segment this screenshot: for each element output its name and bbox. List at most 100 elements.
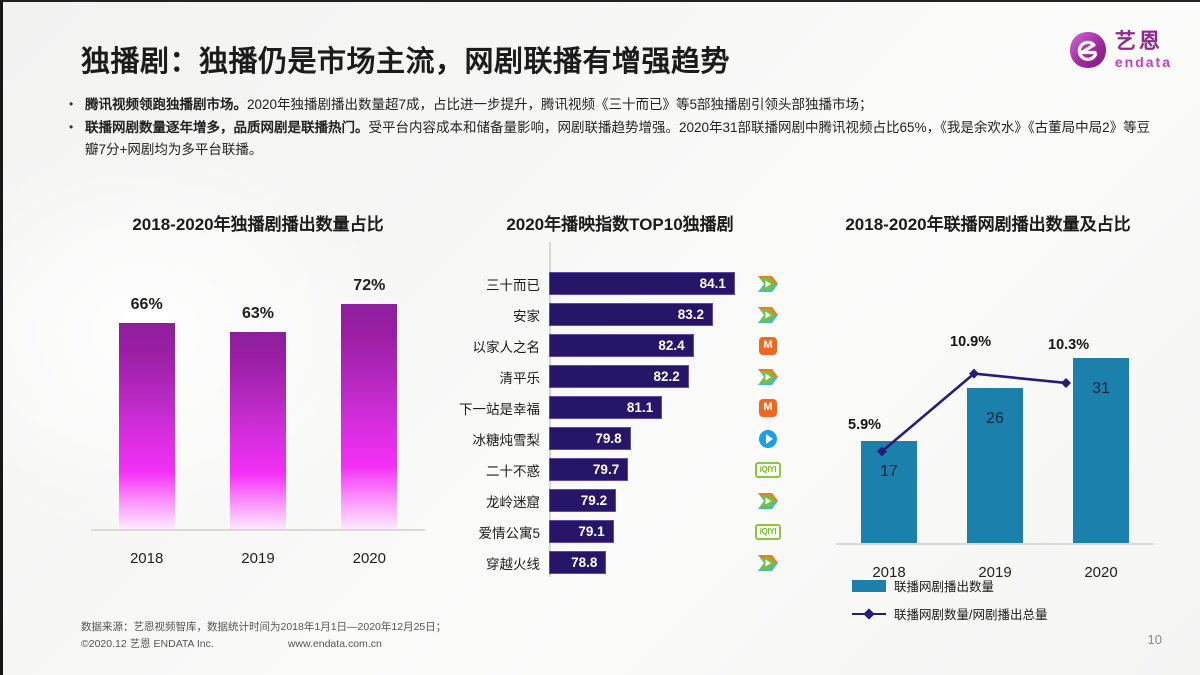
- bar-shape: [861, 441, 917, 543]
- ranking-bar-wrap: 81.1: [549, 393, 751, 423]
- platform-icon-cell[interactable]: M: [751, 398, 785, 417]
- platform-icon-cell[interactable]: [751, 429, 785, 448]
- bullet-body: 受平台内容成本和储备量影响，网剧联播趋势增强。2020年31部联播网剧中腾讯视频…: [85, 119, 1151, 157]
- chart1-title: 2018-2020年独播剧播出数量占比: [132, 215, 384, 234]
- ranking-bar-wrap: 79.1: [549, 517, 751, 547]
- chart3-title: 2018-2020年联播网剧播出数量及占比: [845, 215, 1131, 234]
- endata-logo-icon: [1068, 30, 1108, 70]
- chart2-title: 2020年播映指数TOP10独播剧: [506, 215, 734, 234]
- page-number: 10: [1147, 632, 1162, 647]
- chart-top10-exclusive: 2020年播映指数TOP10独播剧 三十而已 84.1 安家 83.2 以家人之名 82.…: [455, 214, 785, 614]
- platform-icon-cell[interactable]: [751, 554, 785, 572]
- chart3-plot: 17 26 31 5.9% 10.9% 10.3% 2018 2019 2020: [808, 289, 1168, 589]
- ranking-row[interactable]: 二十不惑 79.7 iQIYI: [455, 455, 785, 485]
- category-label: 2018: [129, 549, 164, 567]
- ranking-row[interactable]: 下一站是幸福 81.1 M: [455, 393, 785, 423]
- category-label: 2020: [352, 549, 386, 567]
- iqiyi-icon: iQIYI: [755, 523, 781, 540]
- bar-column[interactable]: 26: [967, 387, 1023, 543]
- footer-website[interactable]: www.endata.com.cn: [287, 638, 382, 651]
- category-label: 2019: [241, 549, 275, 567]
- ranking-bar-wrap: 79.8: [549, 424, 751, 454]
- ranking-title-label: 穿越火线: [486, 556, 540, 572]
- line-point-label: 10.9%: [950, 333, 992, 350]
- bullet-lead: 联播网剧数量逐年增多，品质网剧是联播热门。: [85, 119, 369, 135]
- bar-column[interactable]: 66%: [118, 296, 175, 529]
- bar-value-label: 17: [880, 463, 898, 481]
- brand-logo: 艺恩 endata: [1068, 30, 1172, 70]
- ranking-bar-wrap: 82.4: [549, 331, 751, 361]
- iqiyi-icon: iQIYI: [755, 461, 781, 478]
- mango-tv-icon: M: [759, 398, 777, 417]
- platform-icon-cell[interactable]: M: [751, 336, 785, 355]
- logo-cn-text: 艺恩: [1114, 30, 1163, 53]
- mango-tv-icon: M: [759, 336, 777, 355]
- ranking-bar: 81.1: [549, 396, 663, 420]
- legend-label: 联播网剧数量/网剧播出总量: [894, 608, 1048, 622]
- chart2-rows: 三十而已 84.1 安家 83.2 以家人之名 82.4 M 清平乐 82.2 下一站是幸福 81.…: [455, 269, 785, 578]
- chart1-columns: 66% 63% 72%: [91, 275, 425, 529]
- bullet-item: • 联播网剧数量逐年增多，品质网剧是联播热门。受平台内容成本和储备量影响，网剧联…: [69, 117, 1159, 161]
- ranking-row[interactable]: 爱情公寓5 79.1 iQIYI: [455, 517, 785, 547]
- ranking-row[interactable]: 三十而已 84.1: [455, 269, 785, 299]
- platform-icon-cell[interactable]: [751, 368, 785, 386]
- platform-icon-cell[interactable]: [751, 492, 785, 510]
- page-title: 独播剧：独播仍是市场主流，网剧联播有增强趋势: [81, 46, 731, 78]
- legend-item-bar[interactable]: 联播网剧播出数量: [852, 576, 1152, 595]
- tencent-video-icon: [757, 492, 779, 510]
- platform-icon-cell[interactable]: iQIYI: [751, 461, 785, 478]
- youku-icon: [759, 429, 777, 448]
- ranking-bar: 78.8: [549, 551, 607, 575]
- ranking-bar: 79.1: [549, 520, 614, 544]
- legend-swatch-icon: [852, 579, 886, 592]
- bullet-item: • 腾讯视频领跑独播剧市场。2020年独播剧播出数量超7成，占比进一步提升，腾讯…: [69, 94, 1159, 116]
- bar-value-label: 72%: [353, 276, 386, 294]
- bar-column[interactable]: 17: [861, 441, 917, 543]
- bar-column[interactable]: 63%: [229, 305, 286, 529]
- ranking-row[interactable]: 冰糖炖雪梨 79.8: [455, 424, 785, 454]
- legend-item-line[interactable]: 联播网剧数量/网剧播出总量: [852, 604, 1152, 623]
- bar-shape: [341, 303, 398, 529]
- tencent-video-icon: [757, 306, 779, 324]
- legend-label: 联播网剧播出数量: [894, 580, 995, 594]
- ranking-bar: 82.4: [549, 334, 694, 358]
- bar-value-label: 26: [986, 409, 1004, 427]
- chart3-axis-line: [836, 542, 1154, 545]
- footer-line-1: 数据来源：艺恩视频智库，数据统计时间为2018年1月1日—2020年12月25日…: [81, 621, 447, 634]
- bar-shape: [229, 332, 286, 529]
- ranking-title-label: 三十而已: [486, 277, 540, 293]
- bar-column[interactable]: 31: [1073, 357, 1129, 543]
- ranking-title-label: 清平乐: [499, 370, 541, 386]
- chart3-columns: 17 26 31: [836, 289, 1154, 543]
- ranking-row[interactable]: 安家 83.2: [455, 300, 785, 330]
- bar-column[interactable]: 72%: [341, 277, 398, 529]
- ranking-bar-wrap: 84.1: [549, 269, 751, 299]
- chart1-category-labels: 2018 2019 2020: [91, 550, 425, 567]
- footer-copyright: ©2020.12 艺恩 ENDATA Inc.: [81, 638, 214, 651]
- category-label: 2020: [1084, 563, 1118, 581]
- ranking-title-label: 安家: [513, 308, 540, 324]
- ranking-title-label: 龙岭迷窟: [486, 494, 540, 510]
- ranking-row[interactable]: 龙岭迷窟 79.2: [455, 486, 785, 516]
- bar-shape: [1073, 357, 1129, 543]
- ranking-row[interactable]: 穿越火线 78.8: [455, 548, 785, 578]
- chart-exclusive-share: 2018-2020年独播剧播出数量占比 66% 63% 72% 2018: [73, 214, 443, 604]
- ranking-row[interactable]: 以家人之名 82.4 M: [455, 331, 785, 361]
- platform-icon-cell[interactable]: [751, 275, 785, 293]
- ranking-bar-wrap: 78.8: [549, 548, 751, 578]
- ranking-bar-wrap: 79.7: [549, 455, 751, 485]
- platform-icon-cell[interactable]: iQIYI: [751, 523, 785, 540]
- ranking-bar: 84.1: [549, 272, 735, 296]
- ranking-row[interactable]: 清平乐 82.2: [455, 362, 785, 392]
- bullet-marker: •: [69, 119, 74, 134]
- platform-icon-cell[interactable]: [751, 306, 785, 324]
- ranking-bar: 79.8: [549, 427, 631, 451]
- ranking-bar: 79.2: [549, 489, 617, 513]
- bullet-lead: 腾讯视频领跑独播剧市场。: [85, 97, 247, 112]
- category-label: 2018: [872, 563, 906, 581]
- ranking-bar: 83.2: [549, 303, 714, 327]
- line-point-label: 5.9%: [848, 417, 882, 434]
- bullet-body: 2020年独播剧播出数量超7成，占比进一步提升，腾讯视频《三十而已》等5部独播剧…: [247, 97, 873, 112]
- summary-bullets: • 腾讯视频领跑独播剧市场。2020年独播剧播出数量超7成，占比进一步提升，腾讯…: [69, 94, 1159, 162]
